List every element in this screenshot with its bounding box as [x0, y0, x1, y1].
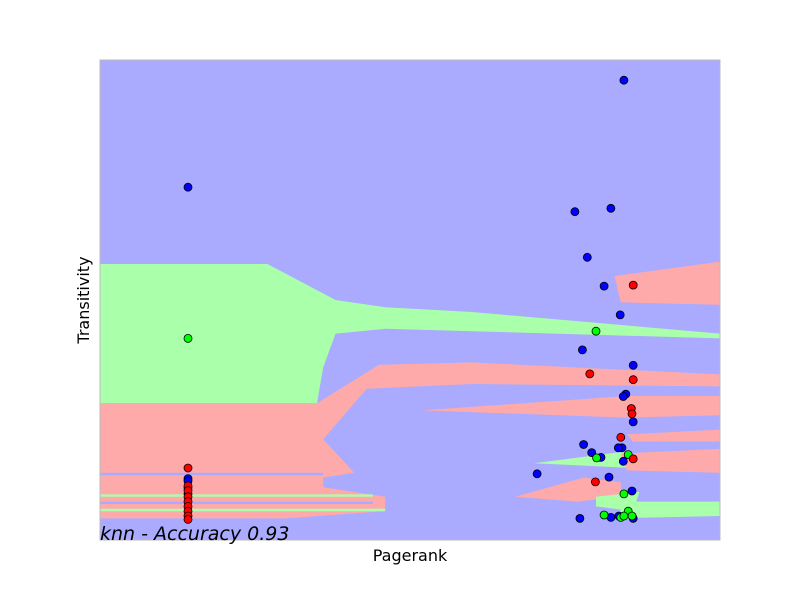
decision-region-green-13: [614, 501, 720, 519]
point-red-16: [183, 515, 193, 524]
point-blue-5: [599, 281, 609, 291]
decision-regions: [100, 261, 720, 519]
point-red-2: [628, 375, 638, 385]
y-axis-label: Transitivity: [74, 256, 93, 344]
point-red-7: [591, 477, 600, 487]
decision-region-blue-4: [100, 501, 373, 504]
point-green-1: [591, 326, 601, 336]
plot-frame: [99, 59, 721, 541]
point-blue-12: [579, 440, 588, 449]
point-green-9: [627, 511, 637, 521]
point-blue-16: [613, 443, 623, 453]
point-green-8: [619, 511, 629, 521]
point-blue-8: [628, 360, 638, 370]
point-blue-1: [183, 182, 193, 192]
point-blue-17: [618, 456, 628, 466]
decision-region-green-0: [100, 264, 720, 404]
decision-region-red-8: [627, 429, 720, 442]
point-red-4: [627, 409, 637, 419]
point-blue-11: [628, 417, 638, 427]
decision-region-green-9: [534, 451, 634, 468]
point-blue-6: [615, 310, 625, 320]
point-green-0: [183, 333, 193, 343]
decision-region-green-5: [100, 508, 386, 512]
point-red-8: [183, 463, 193, 473]
point-blue-4: [582, 252, 592, 262]
decision-region-green-3: [100, 494, 373, 497]
decision-region-red-6: [614, 261, 720, 305]
decision-region-red-1: [100, 362, 720, 519]
point-green-2: [592, 453, 601, 463]
point-blue-2: [570, 207, 580, 217]
decision-region-red-10: [620, 448, 720, 473]
point-blue-21: [575, 514, 585, 523]
data-points: [183, 75, 638, 524]
point-red-5: [616, 432, 626, 442]
accuracy-annotation: knn - Accuracy 0.93: [100, 523, 289, 545]
point-green-4: [619, 489, 629, 499]
point-blue-19: [604, 472, 614, 482]
point-red-6: [628, 454, 638, 464]
point-blue-10: [618, 392, 628, 401]
point-green-6: [599, 510, 609, 520]
decision-region-blue-2: [100, 472, 324, 476]
point-blue-3: [606, 203, 616, 213]
point-blue-18: [532, 469, 542, 479]
x-axis-label: Pagerank: [373, 546, 448, 565]
plot-area: [99, 59, 721, 541]
point-blue-20: [627, 486, 637, 496]
point-blue-0: [619, 75, 629, 85]
decision-region-red-7: [422, 396, 720, 418]
point-blue-7: [578, 345, 587, 355]
point-red-0: [628, 280, 638, 290]
point-red-1: [585, 369, 595, 379]
